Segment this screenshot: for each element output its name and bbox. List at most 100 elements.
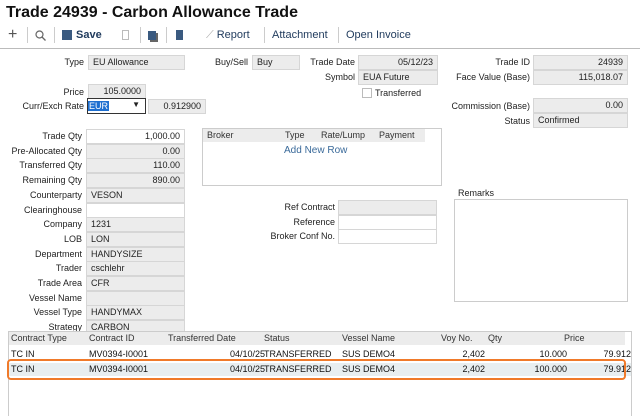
table-row[interactable]: TC IN MV0394-I0001 04/10/25 TRANSFERRED SUS … [9,363,631,376]
detail-label: Vessel Name [28,292,82,303]
detail-label: Company [43,219,82,230]
table-cell: SUS DEMO4 [342,364,396,374]
face-value-label: Face Value (Base) [456,72,530,82]
detail-field[interactable]: 1,000.00 [86,129,185,144]
column-header[interactable]: Vessel Name [342,333,396,343]
buysell-field[interactable]: Buy [252,55,300,70]
detail-label: Trader [55,263,82,274]
divider [140,27,141,43]
ref-label: Broker Conf No. [270,231,335,242]
column-header[interactable]: Contract Type [11,333,67,343]
table-cell: 04/10/25 [229,349,265,359]
detail-field[interactable] [86,202,185,218]
detail-field[interactable]: VESON [86,187,185,203]
payment-col-header[interactable]: Payment [379,130,415,140]
detail-label: Trade Area [37,278,82,288]
ref-field[interactable] [338,200,437,215]
detail-field[interactable] [86,290,185,306]
table-cell: 2,402 [462,349,485,359]
ref-field[interactable] [338,214,437,230]
copy-icon[interactable] [148,27,156,43]
column-header[interactable]: Status [264,333,290,343]
detail-label: Vessel Type [33,307,82,318]
symbol-field[interactable]: EUA Future [358,70,438,85]
exch-rate-field[interactable]: 0.912900 [148,99,206,114]
detail-label: Department [34,248,82,259]
table-cell: 04/10/25 [229,364,265,374]
divider [0,48,640,49]
type-label: Type [64,57,84,67]
price-label: Price [63,87,84,97]
table-cell: TC IN [11,349,35,359]
detail-field[interactable]: HANDYSIZE [86,246,185,262]
detail-label: Remaining Qty [22,175,82,186]
transferred-label: Transferred [375,88,422,98]
currency-select[interactable]: EUR ▼ [87,98,146,114]
search-icon[interactable] [35,27,46,43]
detail-field[interactable]: HANDYMAX [86,305,185,321]
table-cell: 79.912 [603,364,631,374]
transfers-grid: Contract Type Contract ID Transferred Date… [8,331,632,416]
detail-field[interactable]: LON [86,231,185,247]
save-icon [62,30,72,40]
trade-date-label: Trade Date [310,57,355,67]
column-header[interactable]: Qty [488,333,503,343]
buysell-label: Buy/Sell [214,57,248,67]
open-invoice-button[interactable]: Open Invoice [346,29,411,41]
table-cell: TRANSFERRED [264,349,332,359]
trade-date-field[interactable]: 05/12/23 [358,55,438,70]
detail-field[interactable]: 0.00 [86,143,185,159]
table-cell: 10.000 [539,349,567,359]
symbol-label: Symbol [324,72,355,82]
column-header[interactable]: Transferred Date [168,333,236,343]
table-cell: 79.912 [603,349,631,359]
report-button[interactable]: ⟋ Report [206,28,250,42]
table-cell: SUS DEMO4 [342,349,396,359]
detail-label: LOB [63,233,82,244]
column-header[interactable]: Contract ID [89,333,135,343]
detail-field[interactable]: 110.00 [86,158,185,174]
rate-col-header[interactable]: Rate/Lump [321,130,366,140]
delete-icon[interactable] [176,27,183,43]
status-label: Status [504,116,530,126]
new-document-icon[interactable] [122,27,129,43]
commission-label: Commission (Base) [451,101,530,111]
transferred-checkbox[interactable] [362,88,372,98]
broker-grid: Broker Type Rate/Lump Payment Add New Ro… [202,128,442,186]
add-icon[interactable]: + [8,26,18,43]
column-header[interactable]: Price [564,333,585,343]
divider [264,27,265,43]
remarks-textarea[interactable] [454,199,628,302]
divider [27,27,28,43]
face-value-field[interactable]: 115,018.07 [533,70,628,85]
table-cell: TC IN [11,364,35,374]
add-new-row-link[interactable]: Add New Row [284,145,348,156]
table-row[interactable]: TC IN MV0394-I0001 04/10/25 TRANSFERRED SUS … [9,348,631,361]
save-button[interactable]: Save [62,27,102,43]
status-field[interactable]: Confirmed [533,113,628,128]
curr-label: Curr/Exch Rate [22,101,84,111]
chevron-down-icon: ▼ [132,100,140,109]
detail-field[interactable]: 1231 [86,217,185,233]
chart-icon: ⟋ [206,28,214,41]
detail-field[interactable]: cschlehr [86,261,185,277]
trade-id-field[interactable]: 24939 [533,55,628,70]
detail-field[interactable]: 890.00 [86,173,185,189]
type-field[interactable]: EU Allowance [88,55,185,70]
attachment-button[interactable]: Attachment [272,29,328,41]
ref-field[interactable] [338,229,437,245]
detail-field[interactable]: CFR [86,276,185,291]
detail-label: Strategy [48,322,82,333]
table-cell: 100.000 [534,364,567,374]
page-title: Trade 24939 - Carbon Allowance Trade [6,4,298,21]
trade-id-label: Trade ID [495,57,530,67]
divider [166,27,167,43]
highlight-box [7,359,626,380]
broker-col-header[interactable]: Broker [207,130,234,140]
price-field[interactable]: 105.0000 [88,84,146,99]
type-col-header[interactable]: Type [285,130,305,140]
divider [338,27,339,43]
ref-label: Ref Contract [284,202,335,212]
column-header[interactable]: Voy No. [441,333,473,343]
commission-field[interactable]: 0.00 [533,98,628,113]
